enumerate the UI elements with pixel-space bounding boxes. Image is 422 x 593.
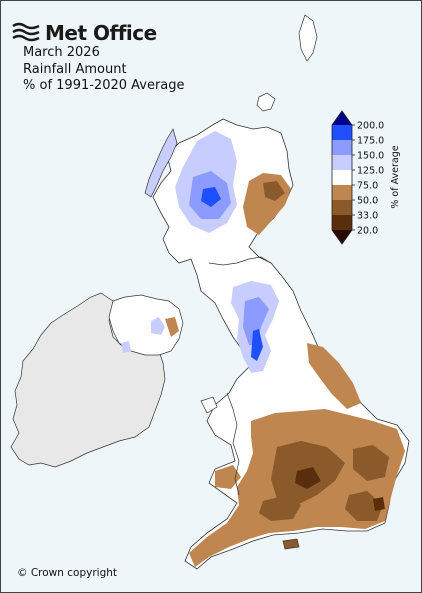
baseline-label: % of 1991-2020 Average (23, 78, 185, 93)
legend-ticks (352, 124, 355, 231)
outer-hebrides (144, 128, 178, 198)
dry-anomaly-areas (165, 173, 405, 567)
legend-swatch-33-50 (332, 200, 352, 215)
legend-swatch-top-arrow (332, 111, 352, 125)
met-office-wave-icon (12, 22, 40, 42)
shetland-islands (298, 14, 318, 62)
legend-tick-label: 175.0 (357, 136, 384, 147)
legend-swatch-125-150 (332, 155, 352, 170)
isle-of-wight (282, 538, 300, 550)
legend-tick-label: 150.0 (357, 151, 384, 162)
country-boundaries (208, 256, 272, 496)
colorbar-legend: 200.0 175.0 150.0 125.0 75.0 50.0 33.0 2… (331, 110, 401, 245)
anglesey (200, 396, 218, 414)
legend-swatch-bottom-arrow (332, 230, 352, 244)
northern-ireland-landmass (108, 294, 184, 356)
legend-axis-label: % of Average (390, 145, 401, 208)
legend-tick-label: 20.0 (357, 226, 378, 237)
legend-tick-label: 125.0 (357, 166, 384, 177)
legend-swatch-75-125 (332, 170, 352, 185)
period-label: March 2026 (23, 45, 100, 60)
met-office-logo: Met Office (11, 21, 157, 45)
wet-anomaly-areas (121, 131, 279, 373)
legend-tick-label: 50.0 (357, 196, 378, 207)
legend-tick-label: 33.0 (357, 211, 378, 222)
variable-label: Rainfall Amount (23, 61, 127, 77)
legend-tick-label: 75.0 (357, 181, 378, 192)
legend-swatch-150-175 (332, 140, 352, 155)
legend-swatch-20-33 (332, 215, 352, 230)
brand-name: Met Office (45, 21, 157, 45)
ireland-landmass (10, 292, 166, 468)
copyright-notice: © Crown copyright (17, 567, 118, 579)
legend-tick-label: 200.0 (357, 121, 384, 132)
orkney-islands (256, 92, 276, 112)
legend-swatch-175-200 (332, 125, 352, 140)
map-title: March 2026 Rainfall Amount % of 1991-202… (23, 45, 185, 95)
legend-swatch-50-75 (332, 185, 352, 200)
